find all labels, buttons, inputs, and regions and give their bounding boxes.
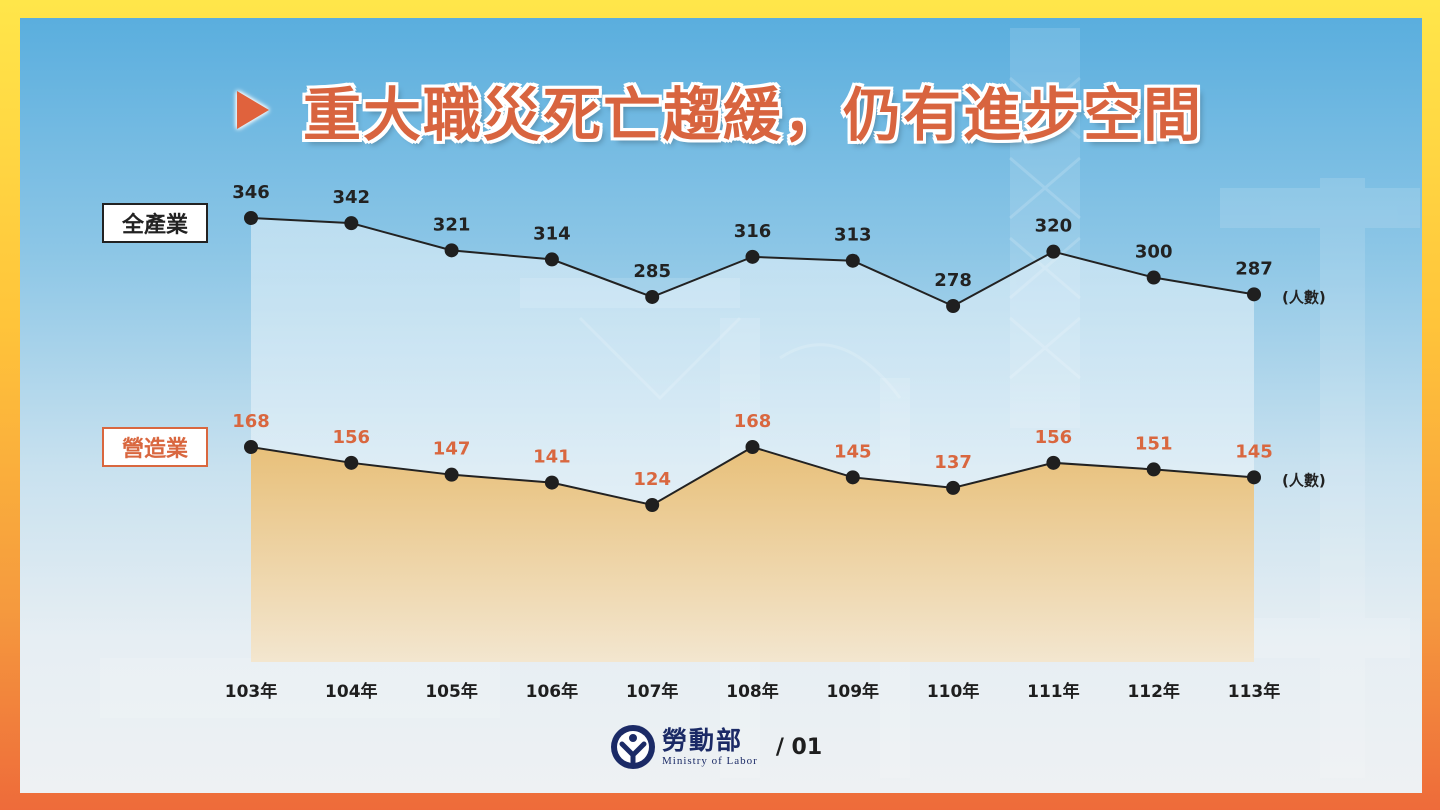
data-point-construction [1046, 455, 1061, 470]
x-tick-label: 110年 [927, 681, 980, 702]
data-label-all: 313 [834, 225, 872, 246]
data-point-all [1247, 287, 1261, 302]
data-label-construction: 137 [934, 452, 972, 473]
logo-name-zh: 勞動部 [662, 725, 744, 755]
data-label-all: 316 [734, 221, 772, 242]
data-point-all [444, 243, 459, 258]
x-tick-label: 106年 [526, 681, 579, 702]
data-point-construction [544, 475, 559, 490]
series-label-construction: 營造業 [102, 427, 208, 467]
data-point-all [1146, 270, 1161, 285]
x-tick-label: 113年 [1228, 681, 1281, 702]
data-point-construction [1247, 470, 1261, 485]
data-point-all [244, 211, 258, 225]
data-label-all: 320 [1035, 216, 1073, 237]
x-tick-label: 112年 [1127, 681, 1180, 702]
x-tick-label: 111年 [1027, 681, 1080, 702]
x-tick-label: 103年 [225, 681, 278, 702]
slide-title: 重大職災死亡趨緩，仍有進步空間 [302, 81, 1203, 149]
page-number: / 01 [775, 734, 823, 760]
data-label-all: 285 [633, 261, 671, 282]
data-point-all [1046, 244, 1061, 259]
data-point-construction [645, 498, 660, 512]
data-label-construction: 168 [232, 411, 270, 432]
data-label-construction: 145 [1235, 441, 1273, 462]
x-tick-label: 105年 [425, 681, 478, 702]
data-label-construction: 156 [1035, 427, 1073, 448]
data-point-construction [344, 455, 359, 470]
data-point-construction [444, 467, 459, 482]
data-point-all [544, 252, 559, 267]
logo-name-en: Ministry of Labor [662, 754, 758, 767]
data-label-all: 278 [934, 270, 972, 291]
data-point-all [645, 289, 660, 304]
data-point-construction [1146, 462, 1161, 477]
title-bar: 重大職災死亡趨緩，仍有進步空間 [0, 70, 1440, 150]
play-triangle-icon [236, 91, 269, 129]
series-label-all-industries: 全產業 [102, 203, 208, 243]
data-point-construction [845, 470, 860, 485]
logo-text: 勞動部 Ministry of Labor [662, 728, 758, 767]
data-label-construction: 141 [533, 447, 571, 468]
x-tick-label: 107年 [626, 681, 679, 702]
data-label-construction: 151 [1135, 433, 1173, 454]
data-label-construction: 168 [734, 411, 772, 432]
data-label-all: 314 [533, 223, 571, 244]
data-point-construction [244, 440, 258, 454]
data-point-all [745, 249, 760, 264]
data-label-all: 321 [433, 214, 471, 235]
data-point-construction [946, 480, 961, 495]
data-label-all: 346 [232, 182, 270, 203]
data-label-construction: 124 [633, 469, 671, 490]
data-point-all [344, 216, 359, 231]
x-tick-label: 104年 [325, 681, 378, 702]
data-point-construction [745, 440, 760, 454]
data-label-all: 300 [1135, 242, 1173, 263]
unit-label-construction: (人數) [1282, 471, 1326, 489]
data-label-construction: 147 [433, 439, 471, 460]
data-label-all: 342 [333, 187, 371, 208]
unit-label-all: (人數) [1282, 288, 1326, 306]
series-area-construction [251, 447, 1254, 662]
x-tick-label: 109年 [827, 681, 880, 702]
footer: 勞動部 Ministry of Labor / 01 [610, 722, 822, 772]
data-point-all [946, 299, 961, 313]
data-label-all: 287 [1235, 258, 1273, 279]
data-point-all [845, 253, 860, 268]
x-tick-label: 108年 [726, 681, 779, 702]
data-label-construction: 156 [333, 427, 371, 448]
ministry-of-labor-emblem-icon [611, 725, 655, 769]
data-label-construction: 145 [834, 441, 872, 462]
